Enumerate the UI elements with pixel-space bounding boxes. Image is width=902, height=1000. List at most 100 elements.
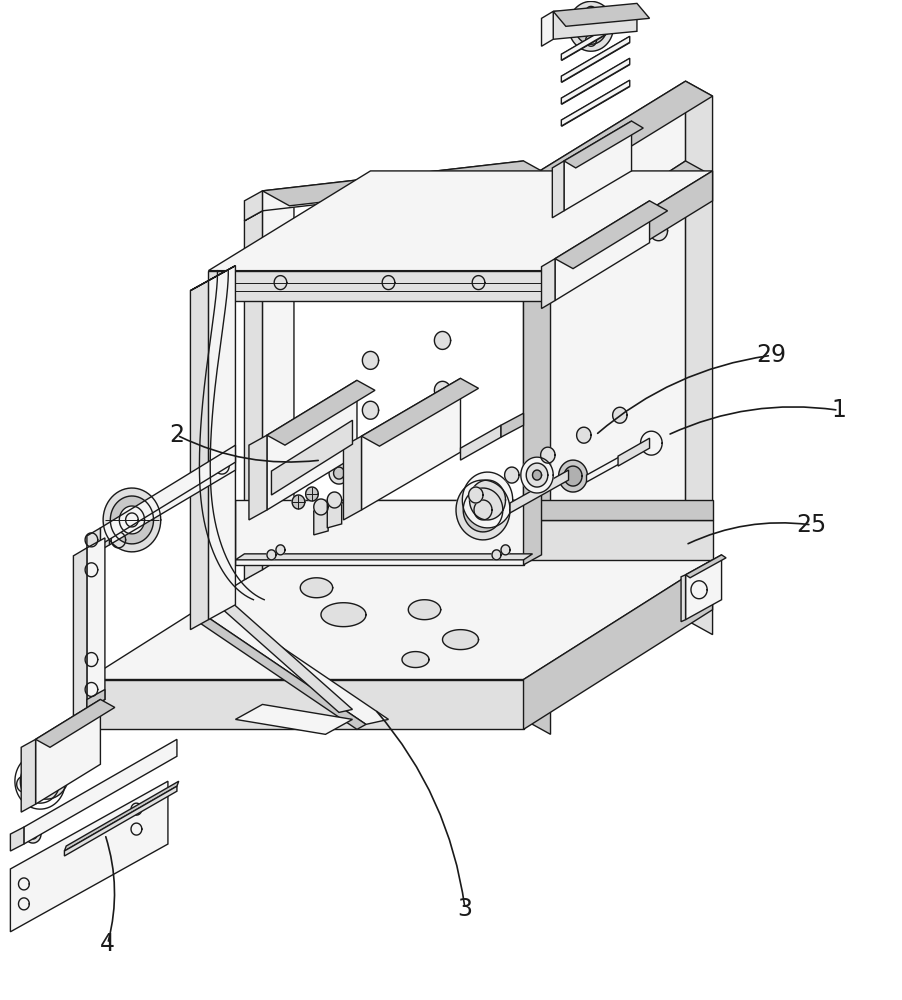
Polygon shape [685, 555, 721, 620]
Polygon shape [272, 420, 352, 495]
Polygon shape [585, 6, 596, 18]
Polygon shape [564, 121, 642, 168]
Polygon shape [685, 555, 725, 578]
Polygon shape [370, 474, 384, 490]
Polygon shape [217, 500, 235, 575]
Polygon shape [217, 602, 352, 712]
Polygon shape [320, 603, 365, 627]
Polygon shape [469, 480, 505, 520]
Polygon shape [119, 506, 144, 534]
Polygon shape [460, 425, 501, 460]
Polygon shape [532, 470, 541, 480]
Polygon shape [564, 121, 630, 211]
Polygon shape [306, 487, 318, 501]
Polygon shape [244, 191, 294, 221]
Polygon shape [560, 20, 571, 32]
Polygon shape [110, 496, 153, 544]
Polygon shape [64, 786, 177, 856]
Polygon shape [87, 680, 523, 729]
Polygon shape [276, 520, 712, 560]
Polygon shape [474, 500, 492, 520]
Polygon shape [327, 412, 341, 428]
Polygon shape [64, 781, 179, 851]
Polygon shape [131, 803, 142, 815]
Polygon shape [462, 472, 512, 528]
Polygon shape [313, 499, 327, 515]
Polygon shape [468, 487, 483, 503]
Polygon shape [561, 80, 629, 126]
Polygon shape [244, 211, 262, 580]
Polygon shape [85, 653, 97, 667]
Polygon shape [523, 181, 550, 734]
Polygon shape [434, 331, 450, 349]
Polygon shape [24, 825, 41, 843]
Polygon shape [249, 435, 267, 520]
Polygon shape [87, 538, 105, 709]
Polygon shape [575, 8, 606, 44]
Polygon shape [195, 615, 365, 729]
Polygon shape [190, 281, 208, 630]
Polygon shape [262, 161, 550, 206]
Polygon shape [125, 513, 138, 527]
Polygon shape [21, 739, 35, 812]
Polygon shape [362, 401, 378, 419]
Polygon shape [501, 413, 523, 437]
Text: 29: 29 [755, 343, 786, 367]
Polygon shape [273, 437, 288, 453]
Polygon shape [262, 191, 294, 570]
Polygon shape [585, 34, 596, 46]
Text: 4: 4 [100, 932, 115, 956]
Polygon shape [640, 431, 661, 455]
Polygon shape [555, 201, 667, 269]
Polygon shape [523, 81, 712, 196]
Polygon shape [274, 276, 287, 290]
Polygon shape [23, 749, 69, 799]
Text: 3: 3 [457, 897, 472, 921]
Polygon shape [190, 266, 235, 291]
Polygon shape [564, 466, 582, 486]
Polygon shape [16, 776, 31, 792]
Polygon shape [333, 467, 344, 479]
Text: 25: 25 [796, 513, 826, 537]
Polygon shape [85, 563, 97, 577]
Polygon shape [550, 171, 712, 301]
Polygon shape [561, 58, 629, 104]
Polygon shape [267, 380, 356, 510]
Polygon shape [85, 533, 97, 547]
Polygon shape [215, 458, 229, 474]
Polygon shape [327, 492, 341, 508]
Polygon shape [523, 81, 685, 719]
Polygon shape [550, 271, 568, 291]
Polygon shape [18, 898, 29, 910]
Polygon shape [131, 823, 142, 835]
Polygon shape [504, 467, 519, 483]
Polygon shape [85, 682, 97, 696]
Polygon shape [208, 266, 235, 620]
Polygon shape [576, 427, 591, 443]
Polygon shape [262, 161, 523, 211]
Polygon shape [327, 500, 341, 528]
Polygon shape [100, 445, 235, 545]
Polygon shape [300, 578, 332, 598]
Polygon shape [690, 581, 706, 599]
Polygon shape [235, 554, 532, 560]
Polygon shape [586, 455, 621, 482]
Polygon shape [109, 455, 235, 545]
Polygon shape [685, 81, 712, 635]
Polygon shape [561, 36, 629, 82]
Polygon shape [35, 699, 115, 747]
Polygon shape [35, 699, 100, 804]
Polygon shape [553, 3, 649, 26]
Polygon shape [87, 689, 105, 709]
Polygon shape [545, 263, 563, 283]
Polygon shape [327, 500, 345, 506]
Polygon shape [73, 548, 87, 717]
Polygon shape [463, 488, 502, 532]
Polygon shape [244, 191, 262, 221]
Polygon shape [523, 560, 712, 729]
Text: 1: 1 [830, 398, 845, 422]
Polygon shape [267, 550, 276, 560]
Polygon shape [568, 1, 612, 51]
Polygon shape [550, 231, 577, 291]
Polygon shape [383, 425, 428, 455]
